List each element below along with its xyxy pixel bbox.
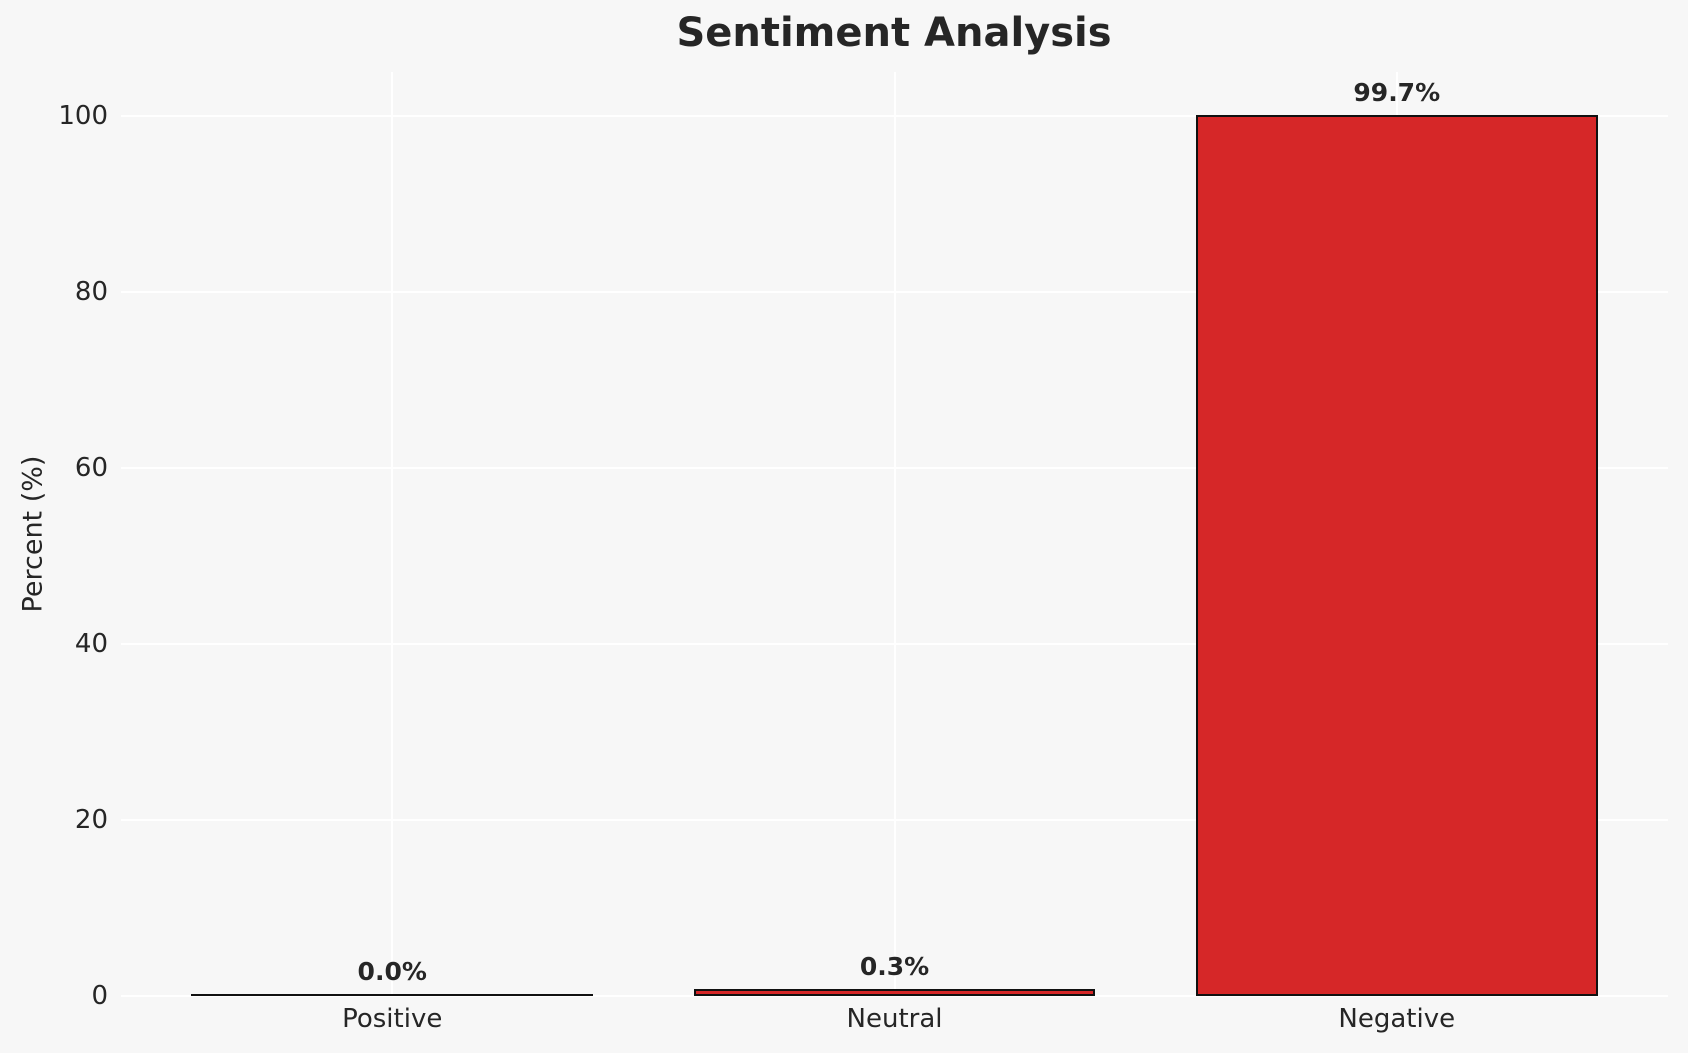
ytick-0: 0 (91, 981, 108, 1011)
bar-positive (191, 994, 594, 996)
bar-neutral (693, 989, 1096, 996)
gridline-x-positive (391, 72, 394, 996)
ytick-20: 20 (74, 805, 108, 835)
gridline-y-0 (121, 995, 1668, 997)
ytick-100: 100 (58, 101, 108, 131)
ytick-40: 40 (74, 629, 108, 659)
plot-area (121, 72, 1668, 997)
xtick-positive: Positive (342, 1004, 443, 1034)
value-label-neutral: 0.3% (859, 952, 930, 982)
ytick-80: 80 (74, 277, 108, 307)
xtick-neutral: Neutral (846, 1004, 943, 1034)
xtick-negative: Negative (1338, 1004, 1456, 1034)
bar-negative (1195, 114, 1598, 996)
value-label-negative: 99.7% (1353, 77, 1441, 107)
chart-title: Sentiment Analysis (676, 10, 1112, 56)
ytick-60: 60 (74, 453, 108, 483)
gridline-x-neutral (893, 72, 896, 996)
value-label-positive: 0.0% (357, 957, 427, 986)
